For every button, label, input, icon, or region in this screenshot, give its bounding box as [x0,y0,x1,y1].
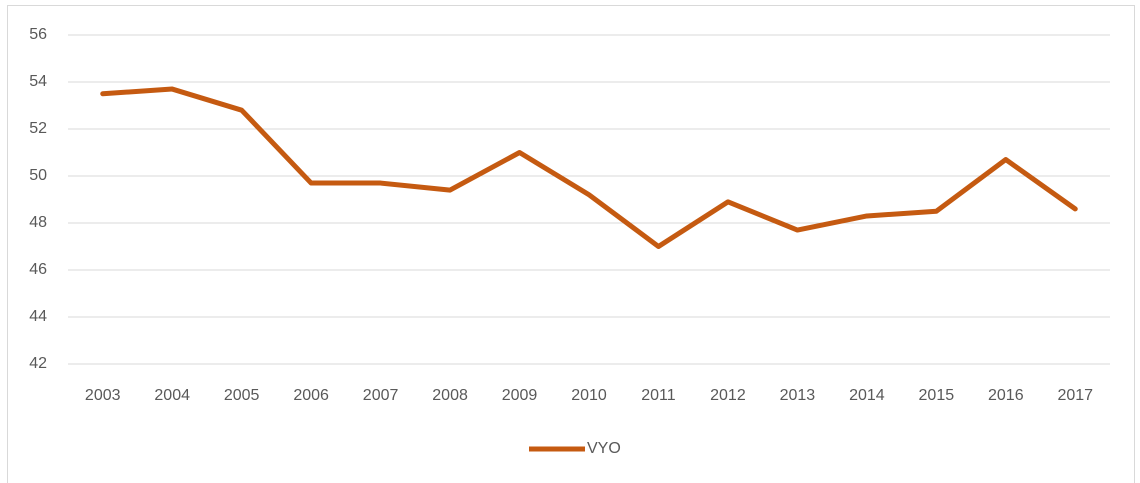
x-tick-label: 2003 [85,387,121,404]
y-tick-label: 46 [29,261,47,278]
x-tick-label: 2008 [432,387,468,404]
x-tick-label: 2010 [571,387,607,404]
x-tick-label: 2009 [502,387,538,404]
x-tick-label: 2007 [363,387,399,404]
y-tick-label: 50 [29,167,47,184]
y-tick-label: 54 [29,73,47,90]
y-tick-label: 52 [29,120,47,137]
x-tick-label: 2005 [224,387,260,404]
legend-label: VYO [587,440,621,457]
x-tick-label: 2012 [710,387,746,404]
x-tick-label: 2015 [919,387,955,404]
x-tick-label: 2004 [154,387,190,404]
x-tick-label: 2006 [293,387,329,404]
line [100,86,1078,249]
x-tick-label: 2013 [780,387,816,404]
y-tick-label: 42 [29,355,47,372]
x-tick-label: 2016 [988,387,1024,404]
x-tick-label: 2014 [849,387,885,404]
y-tick-label: 48 [29,214,47,231]
x-tick-label: 2011 [641,387,676,404]
y-tick-label: 56 [29,26,47,43]
x-tick-label: 2017 [1057,387,1093,404]
y-tick-label: 44 [29,308,47,325]
chart-border [7,5,1135,483]
